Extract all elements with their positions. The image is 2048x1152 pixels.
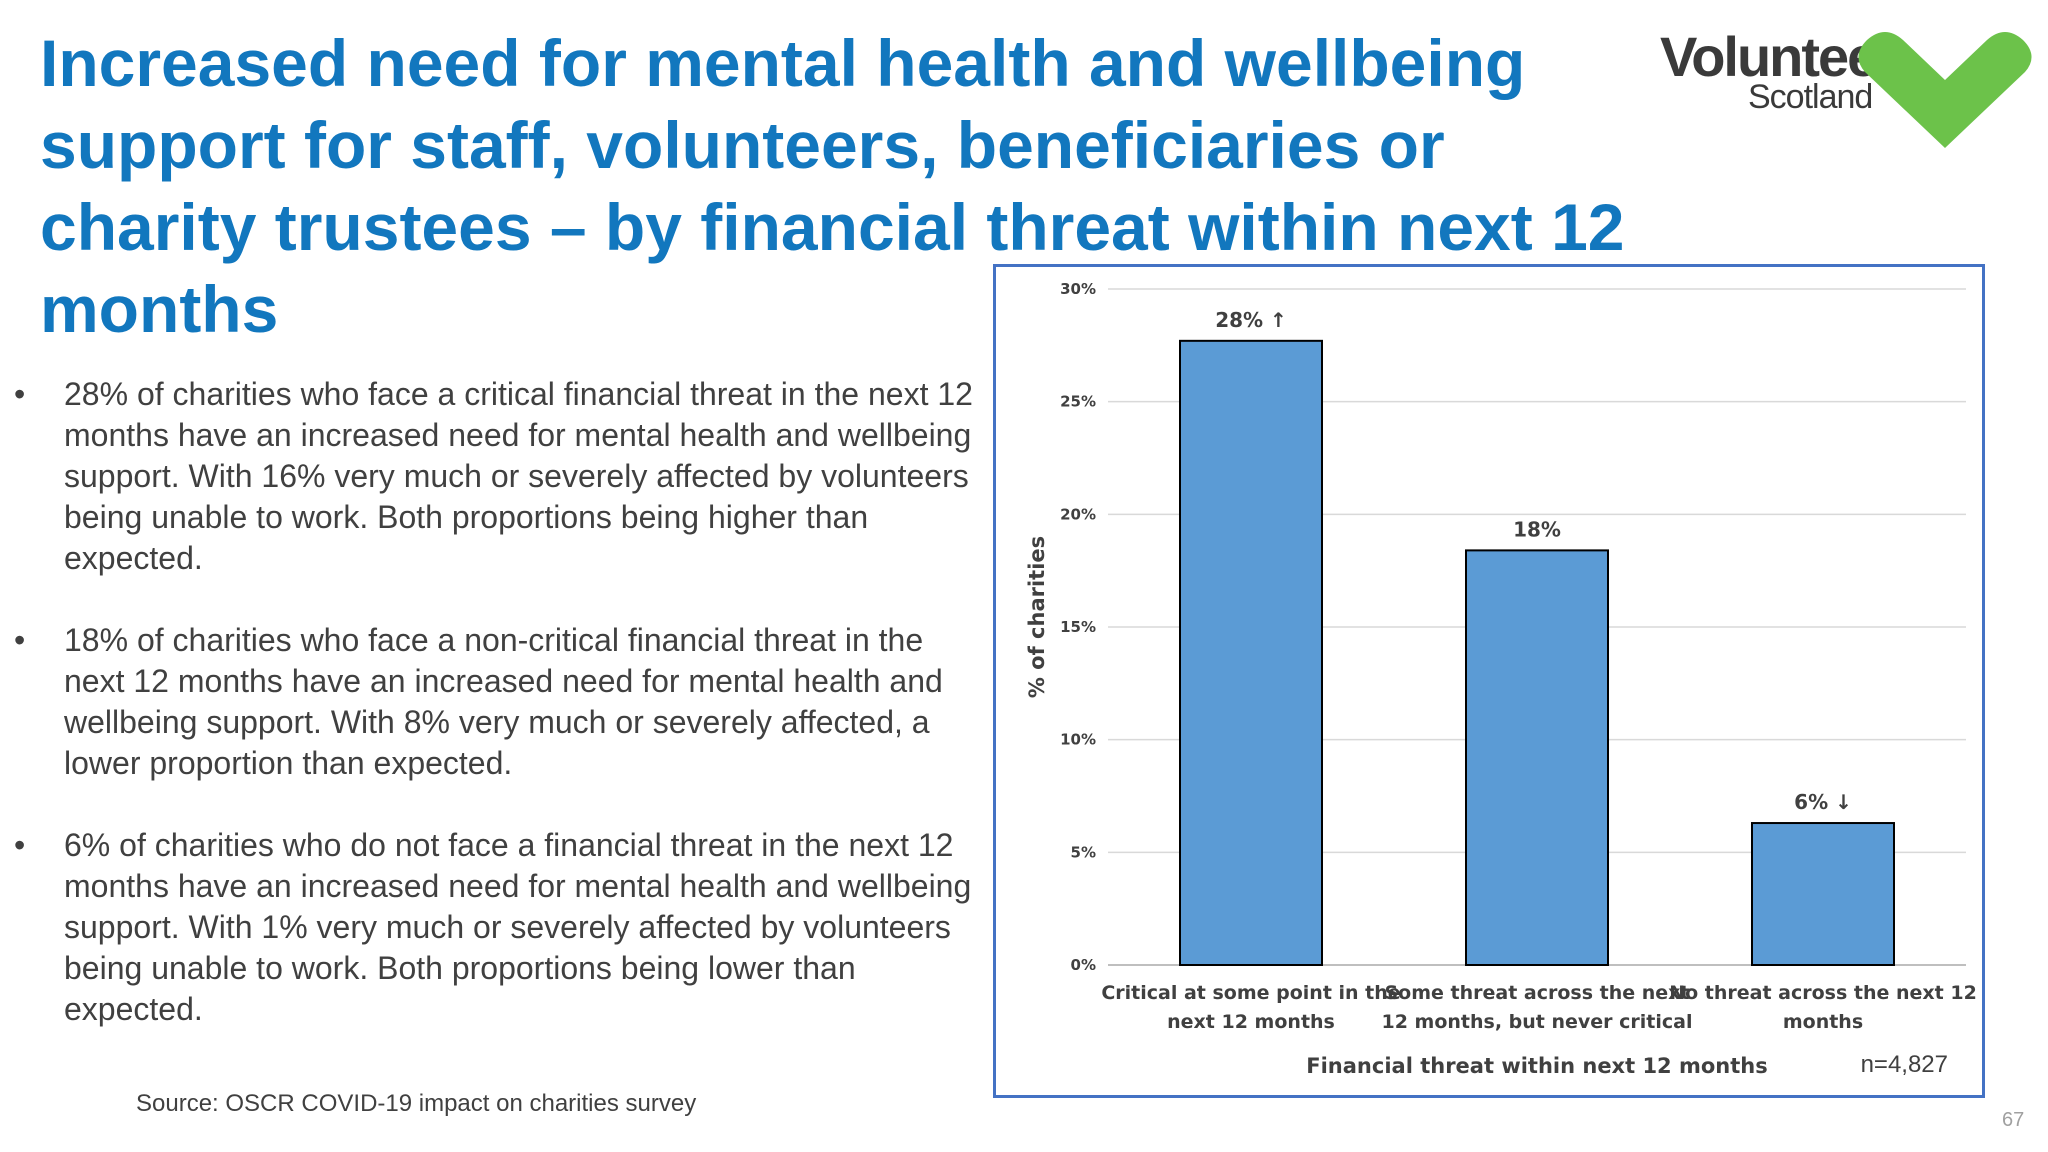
- bullet-dot-icon: •: [14, 827, 26, 863]
- data-label: 6% ↓: [1794, 790, 1852, 814]
- slide-title: Increased need for mental health and wel…: [40, 26, 1625, 346]
- bullet-text: 6% of charities who do not face a financ…: [64, 827, 972, 1027]
- bar: [1751, 822, 1895, 966]
- sample-size-note: n=4,827: [1860, 1051, 1948, 1078]
- bar-chart: 0% 5% 10% 15% 20% 25% 30% 28% ↑ Critical at some…: [1025, 280, 1977, 1078]
- logo-wordmark-line2: Scotland: [1748, 78, 1873, 116]
- y-tick-label: 30%: [1060, 280, 1096, 298]
- x-tick-label: Some threat across the next: [1384, 982, 1689, 1004]
- bullet-item: • 18% of charities who face a non-critic…: [14, 620, 974, 784]
- x-axis-title: Financial threat within next 12 months: [1306, 1054, 1767, 1078]
- source-note: Source: OSCR COVID-19 impact on charitie…: [136, 1090, 697, 1117]
- x-tick-label: No threat across the next 12: [1669, 982, 1977, 1004]
- bar-chart-frame: 0% 5% 10% 15% 20% 25% 30% 28% ↑ Critical at some…: [993, 264, 1985, 1098]
- y-tick-label: 0%: [1071, 956, 1096, 974]
- y-tick-label: 20%: [1060, 505, 1096, 523]
- bullet-item: • 28% of charities who face a critical f…: [14, 374, 974, 579]
- bullet-text: 28% of charities who face a critical fin…: [64, 376, 973, 576]
- bullet-item: • 6% of charities who do not face a fina…: [14, 825, 974, 1030]
- heart-icon: [1858, 32, 2032, 148]
- bar: [1465, 549, 1609, 966]
- bar: [1179, 339, 1323, 967]
- logo-wordmark-line1: Volunteer: [1660, 25, 1898, 88]
- volunteer-scotland-logo: Volunteer Scotland: [1650, 20, 2040, 160]
- bullet-list: • 28% of charities who face a critical f…: [14, 374, 974, 1071]
- bullet-dot-icon: •: [14, 622, 26, 658]
- y-axis-title: % of charities: [1025, 536, 1049, 698]
- y-tick-label: 5%: [1071, 843, 1096, 861]
- y-tick-label: 10%: [1060, 731, 1096, 749]
- x-tick-label: next 12 months: [1167, 1011, 1335, 1033]
- x-tick-label: Critical at some point in the: [1101, 982, 1400, 1004]
- bullet-text: 18% of charities who face a non-critical…: [64, 622, 943, 781]
- y-tick-label: 15%: [1060, 618, 1096, 636]
- x-tick-label: 12 months, but never critical: [1381, 1011, 1692, 1033]
- x-tick-label: months: [1783, 1011, 1863, 1033]
- bullet-dot-icon: •: [14, 376, 26, 412]
- data-label: 28% ↑: [1215, 308, 1287, 332]
- y-tick-label: 25%: [1060, 393, 1096, 411]
- data-label: 18%: [1513, 517, 1561, 541]
- page-number: 67: [2002, 1109, 2025, 1131]
